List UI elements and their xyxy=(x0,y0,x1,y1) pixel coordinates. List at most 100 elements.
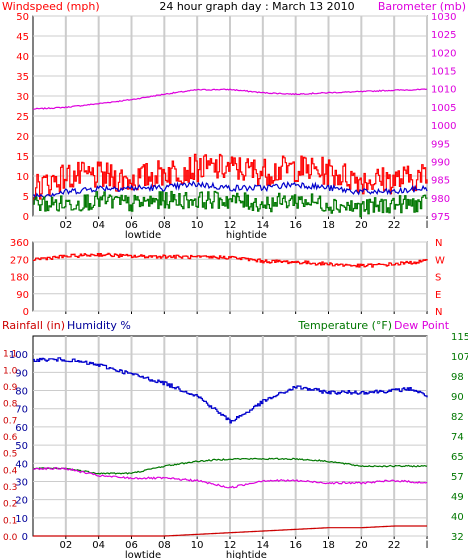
barometer-tick-label-1015: 1015 xyxy=(431,67,456,78)
humidity-tick-label-50: 50 xyxy=(15,441,28,452)
humidity-tick-label-40: 40 xyxy=(15,459,28,470)
windspeed-tick-label-30: 30 xyxy=(16,92,29,103)
windspeed-tick-label-20: 20 xyxy=(16,132,29,143)
barometer-axis-title: Barometer (mb) xyxy=(378,0,466,13)
panel-3-x-tick-label-l: l xyxy=(426,540,429,551)
panel-1-tide-label-lowtide: lowtide xyxy=(125,230,161,241)
temperature-tick-label-82: 82 xyxy=(451,412,464,423)
panel-3-x-tick-label-20: 20 xyxy=(355,540,368,551)
temperature-tick-label-115: 115 xyxy=(451,332,468,343)
rainfall-tick-label-0.7: 0.7 xyxy=(3,416,17,426)
barometer-tick-label-985: 985 xyxy=(431,176,450,187)
compass-label-1: W xyxy=(435,255,445,266)
panel-3-x-tick-label-12: 12 xyxy=(224,540,237,551)
rainfall-tick-label-1.0: 1.0 xyxy=(3,366,18,376)
panel-3-x-tick-label-10: 10 xyxy=(191,540,204,551)
panel-1-x-tick-label-16: 16 xyxy=(289,220,302,231)
panel-1-x-tick-label-18: 18 xyxy=(322,220,335,231)
rainfall-axis-title: Rainfall (in) xyxy=(2,319,65,332)
humidity-tick-label-100: 100 xyxy=(9,350,28,361)
barometer-tick-label-1010: 1010 xyxy=(431,85,456,96)
windspeed-tick-label-0: 0 xyxy=(23,212,29,223)
panel-3-x-tick-label-06: 06 xyxy=(125,540,138,551)
wind-direction-line xyxy=(33,252,428,268)
compass-label-3: E xyxy=(435,290,441,301)
panel-3-x-tick-label-04: 04 xyxy=(92,540,105,551)
humidity-line xyxy=(33,357,428,424)
humidity-tick-label-70: 70 xyxy=(15,405,28,416)
panel-1-x-tick-label-l: l xyxy=(426,220,429,231)
barometer-tick-label-1025: 1025 xyxy=(431,30,456,41)
temperature-tick-label-40: 40 xyxy=(451,512,464,523)
direction-tick-label-270: 270 xyxy=(10,255,29,266)
temperature-tick-label-32: 32 xyxy=(451,532,464,543)
temperature-axis-title: Temperature (°F) xyxy=(297,319,392,332)
humidity-tick-label-20: 20 xyxy=(15,496,28,507)
humidity-axis-title: Humidity % xyxy=(67,319,131,332)
humidity-tick-label-90: 90 xyxy=(15,368,28,379)
panel-1-x-tick-label-02: 02 xyxy=(59,220,72,231)
rainfall-tick-label-0.4: 0.4 xyxy=(3,466,18,476)
windspeed-tick-label-25: 25 xyxy=(16,112,29,123)
rainfall-tick-label-0.2: 0.2 xyxy=(3,500,17,510)
windspeed-tick-label-15: 15 xyxy=(16,152,29,163)
rainfall-tick-label-0.0: 0.0 xyxy=(3,533,18,543)
panel-1-x-tick-label-22: 22 xyxy=(388,220,401,231)
barometer-tick-label-1000: 1000 xyxy=(431,121,456,132)
panel-3-tide-label-hightide: hightide xyxy=(226,550,267,559)
rainfall-tick-label-0.8: 0.8 xyxy=(3,400,18,410)
rainfall-tick-label-0.9: 0.9 xyxy=(3,383,18,393)
rainfall-tick-label-0.5: 0.5 xyxy=(3,450,17,460)
panel-1-x-tick-label-10: 10 xyxy=(191,220,204,231)
rainfall-tick-label-0.1: 0.1 xyxy=(3,516,17,526)
barometer-tick-label-1005: 1005 xyxy=(431,103,456,114)
barometer-tick-label-990: 990 xyxy=(431,157,450,168)
humidity-tick-label-30: 30 xyxy=(15,477,28,488)
compass-label-4: N xyxy=(435,307,442,318)
rainfall-line xyxy=(33,525,427,537)
panel-1-x-tick-label-06: 06 xyxy=(125,220,138,231)
panel-3-x-tick-label-02: 02 xyxy=(59,540,72,551)
dewpoint-line xyxy=(32,467,428,489)
temperature-tick-label-98: 98 xyxy=(451,372,464,383)
direction-tick-label-180: 180 xyxy=(10,273,29,284)
direction-tick-label-90: 90 xyxy=(16,290,29,301)
temperature-tick-label-90: 90 xyxy=(451,392,464,403)
temperature-tick-label-65: 65 xyxy=(451,452,464,463)
windspeed-tick-label-5: 5 xyxy=(23,192,29,203)
panel-1-tide-label-hightide: hightide xyxy=(226,230,267,241)
panel-3-x-tick-label-22: 22 xyxy=(388,540,401,551)
windspeed-tick-label-50: 50 xyxy=(16,12,29,23)
barometer-tick-label-1020: 1020 xyxy=(431,48,456,59)
temperature-line xyxy=(32,457,428,475)
rainfall-tick-label-0.6: 0.6 xyxy=(3,433,18,443)
humidity-tick-label-0: 0 xyxy=(22,532,28,543)
rainfall-tick-label-0.3: 0.3 xyxy=(3,483,17,493)
barometer-tick-label-1030: 1030 xyxy=(431,12,456,23)
panel-3-x-tick-label-18: 18 xyxy=(322,540,335,551)
panel-1-x-tick-label-04: 04 xyxy=(92,220,105,231)
windspeed-tick-label-10: 10 xyxy=(16,172,29,183)
panel-1-x-tick-label-14: 14 xyxy=(256,220,269,231)
temperature-tick-label-107: 107 xyxy=(451,352,468,363)
compass-label-0: N xyxy=(435,238,442,249)
windspeed-tick-label-40: 40 xyxy=(16,52,29,63)
humidity-tick-label-10: 10 xyxy=(15,514,28,525)
wind-gust-line xyxy=(33,153,428,201)
panel-1-x-tick-label-20: 20 xyxy=(355,220,368,231)
panel-3-tide-label-lowtide: lowtide xyxy=(125,550,161,559)
wind-average-line xyxy=(32,180,428,202)
direction-tick-label-360: 360 xyxy=(10,238,29,249)
temperature-tick-label-74: 74 xyxy=(451,432,464,443)
temperature-tick-label-49: 49 xyxy=(451,492,464,503)
windspeed-tick-label-35: 35 xyxy=(16,72,29,83)
panel-3-x-tick-label-16: 16 xyxy=(289,540,302,551)
graph-title: 24 hour graph day : March 13 2010 xyxy=(159,0,354,13)
compass-label-2: S xyxy=(435,273,441,284)
barometer-tick-label-980: 980 xyxy=(431,194,450,205)
panel-3-x-tick-label-14: 14 xyxy=(256,540,269,551)
humidity-tick-label-80: 80 xyxy=(15,387,28,398)
direction-tick-label-0: 0 xyxy=(23,307,29,318)
barometer-tick-label-995: 995 xyxy=(431,139,450,150)
